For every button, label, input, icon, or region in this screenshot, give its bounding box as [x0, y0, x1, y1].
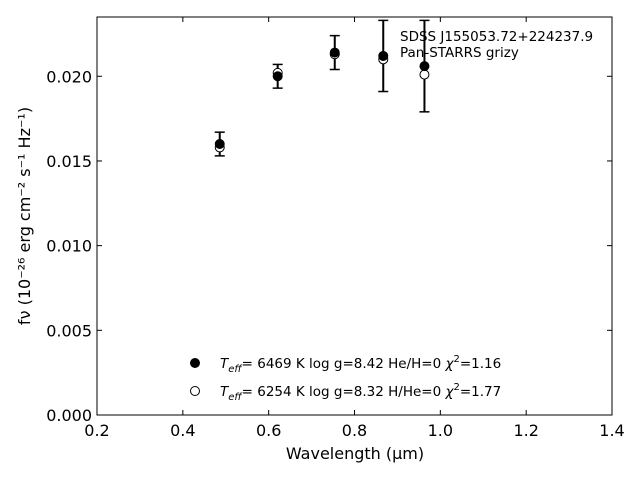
y-tick-label: 0.015	[46, 152, 92, 171]
data-markers	[214, 47, 430, 153]
open-circle-point	[419, 69, 430, 80]
filled-circle-point	[214, 139, 225, 150]
x-tick-label: 0.8	[342, 421, 367, 440]
error-bars	[214, 19, 430, 157]
x-tick-label: 1.0	[428, 421, 453, 440]
y-tick-label: 0.010	[46, 237, 92, 256]
y-axis-label: fν (10⁻²⁶ erg cm⁻² s⁻¹ Hz⁻¹)	[15, 107, 34, 325]
x-tick-label: 1.2	[513, 421, 538, 440]
axis-ticks: 0.2 0.4 0.6 0.8 1.0 1.2 1.4 0.000 0.005 0.010 0.01…	[46, 17, 625, 440]
y-tick-label: 0.005	[46, 321, 92, 340]
filled-circle-point	[419, 61, 430, 72]
legend-marker-filled	[190, 358, 200, 368]
annotation-line-1: SDSS J155053.72+224237.9	[400, 29, 593, 45]
x-tick-label: 0.2	[84, 421, 109, 440]
legend-entry-2: Teff= 6254 K log g=8.32 H/He=0 χ2=1.77	[220, 382, 501, 403]
x-tick-label: 0.6	[256, 421, 281, 440]
x-axis-label: Wavelength (μm)	[286, 444, 424, 463]
y-tick-label: 0.020	[46, 67, 92, 86]
legend-entry-1: Teff= 6469 K log g=8.42 He/H=0 χ2=1.16	[220, 354, 501, 375]
filled-circle-point	[378, 50, 389, 61]
filled-circle-point	[272, 71, 283, 82]
legend: Teff= 6469 K log g=8.42 He/H=0 χ2=1.16 T…	[190, 354, 501, 403]
annotation-line-2: Pan-STARRS grizy	[400, 45, 519, 61]
x-tick-label: 0.4	[170, 421, 195, 440]
y-tick-label: 0.000	[46, 406, 92, 425]
x-tick-label: 1.4	[599, 421, 624, 440]
legend-marker-open	[190, 386, 200, 396]
plot-frame	[96, 16, 613, 416]
filled-circle-point	[329, 47, 340, 58]
